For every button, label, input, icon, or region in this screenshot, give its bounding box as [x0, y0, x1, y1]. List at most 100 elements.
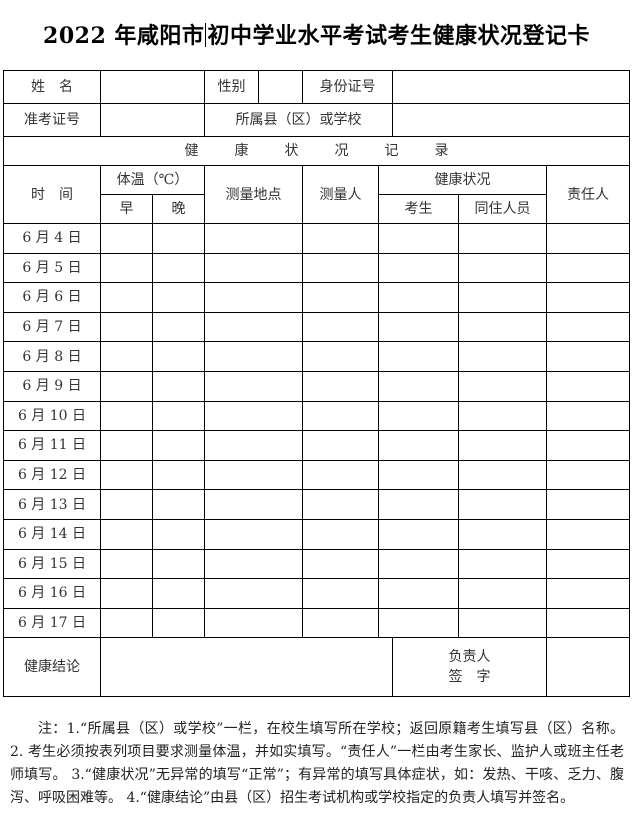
cohabitant-health-cell[interactable]	[458, 548, 547, 580]
name-field[interactable]	[100, 70, 205, 104]
cohabitant-health-cell[interactable]	[458, 578, 547, 609]
responsible-cell[interactable]	[545, 607, 631, 639]
student-health-cell[interactable]	[378, 518, 459, 550]
place-cell[interactable]	[204, 282, 303, 313]
student-health-cell[interactable]	[378, 578, 459, 609]
cohabitant-health-cell[interactable]	[458, 518, 547, 550]
place-cell[interactable]	[204, 459, 303, 491]
place-cell[interactable]	[204, 370, 303, 402]
responsible-cell[interactable]	[545, 489, 631, 520]
exam-no-field[interactable]	[100, 103, 205, 137]
measurer-cell[interactable]	[302, 518, 379, 550]
evening-temp-cell[interactable]	[152, 252, 205, 284]
gender-field[interactable]	[258, 70, 303, 104]
evening-temp-cell[interactable]	[152, 548, 205, 580]
measurer-cell[interactable]	[302, 282, 379, 313]
place-cell[interactable]	[204, 341, 303, 372]
evening-temp-cell[interactable]	[152, 400, 205, 432]
measurer-cell[interactable]	[302, 548, 379, 580]
student-health-cell[interactable]	[378, 430, 459, 461]
evening-temp-cell[interactable]	[152, 578, 205, 609]
cohabitant-health-cell[interactable]	[458, 282, 547, 313]
place-cell[interactable]	[204, 518, 303, 550]
responsible-cell[interactable]	[545, 459, 631, 491]
responsible-cell[interactable]	[545, 430, 631, 461]
evening-temp-cell[interactable]	[152, 223, 205, 254]
morning-temp-cell[interactable]	[100, 282, 153, 313]
morning-temp-cell[interactable]	[100, 548, 153, 580]
evening-temp-cell[interactable]	[152, 518, 205, 550]
morning-temp-cell[interactable]	[100, 252, 153, 284]
cohabitant-health-cell[interactable]	[458, 489, 547, 520]
morning-temp-cell[interactable]	[100, 223, 153, 254]
student-health-cell[interactable]	[378, 548, 459, 580]
place-cell[interactable]	[204, 548, 303, 580]
cohabitant-health-cell[interactable]	[458, 341, 547, 372]
cohabitant-health-cell[interactable]	[458, 430, 547, 461]
student-health-cell[interactable]	[378, 459, 459, 491]
evening-temp-cell[interactable]	[152, 430, 205, 461]
place-cell[interactable]	[204, 489, 303, 520]
cohabitant-health-cell[interactable]	[458, 607, 547, 639]
morning-temp-cell[interactable]	[100, 430, 153, 461]
conclusion-field[interactable]	[100, 637, 393, 698]
student-health-cell[interactable]	[378, 370, 459, 402]
morning-temp-cell[interactable]	[100, 370, 153, 402]
morning-temp-cell[interactable]	[100, 578, 153, 609]
responsible-cell[interactable]	[545, 282, 631, 313]
measurer-cell[interactable]	[302, 311, 379, 343]
morning-temp-cell[interactable]	[100, 341, 153, 372]
measurer-cell[interactable]	[302, 489, 379, 520]
student-health-cell[interactable]	[378, 311, 459, 343]
measurer-cell[interactable]	[302, 459, 379, 491]
morning-temp-cell[interactable]	[100, 518, 153, 550]
cohabitant-health-cell[interactable]	[458, 459, 547, 491]
morning-temp-cell[interactable]	[100, 459, 153, 491]
cohabitant-health-cell[interactable]	[458, 252, 547, 284]
signature-field[interactable]	[545, 637, 631, 698]
school-field[interactable]	[391, 103, 631, 137]
student-health-cell[interactable]	[378, 400, 459, 432]
id-field[interactable]	[391, 70, 631, 104]
cohabitant-health-cell[interactable]	[458, 400, 547, 432]
morning-temp-cell[interactable]	[100, 311, 153, 343]
morning-temp-cell[interactable]	[100, 400, 153, 432]
measurer-cell[interactable]	[302, 341, 379, 372]
place-cell[interactable]	[204, 607, 303, 639]
measurer-cell[interactable]	[302, 578, 379, 609]
student-health-cell[interactable]	[378, 341, 459, 372]
evening-temp-cell[interactable]	[152, 282, 205, 313]
evening-temp-cell[interactable]	[152, 311, 205, 343]
evening-temp-cell[interactable]	[152, 341, 205, 372]
student-health-cell[interactable]	[378, 607, 459, 639]
measurer-cell[interactable]	[302, 252, 379, 284]
evening-temp-cell[interactable]	[152, 489, 205, 520]
place-cell[interactable]	[204, 578, 303, 609]
responsible-cell[interactable]	[545, 548, 631, 580]
place-cell[interactable]	[204, 223, 303, 254]
student-health-cell[interactable]	[378, 282, 459, 313]
student-health-cell[interactable]	[378, 223, 459, 254]
measurer-cell[interactable]	[302, 607, 379, 639]
student-health-cell[interactable]	[378, 252, 459, 284]
place-cell[interactable]	[204, 430, 303, 461]
measurer-cell[interactable]	[302, 223, 379, 254]
measurer-cell[interactable]	[302, 430, 379, 461]
responsible-cell[interactable]	[545, 578, 631, 609]
place-cell[interactable]	[204, 311, 303, 343]
cohabitant-health-cell[interactable]	[458, 311, 547, 343]
cohabitant-health-cell[interactable]	[458, 370, 547, 402]
responsible-cell[interactable]	[545, 223, 631, 254]
responsible-cell[interactable]	[545, 518, 631, 550]
place-cell[interactable]	[204, 252, 303, 284]
measurer-cell[interactable]	[302, 370, 379, 402]
responsible-cell[interactable]	[545, 400, 631, 432]
place-cell[interactable]	[204, 400, 303, 432]
responsible-cell[interactable]	[545, 311, 631, 343]
responsible-cell[interactable]	[545, 252, 631, 284]
measurer-cell[interactable]	[302, 400, 379, 432]
evening-temp-cell[interactable]	[152, 370, 205, 402]
morning-temp-cell[interactable]	[100, 607, 153, 639]
student-health-cell[interactable]	[378, 489, 459, 520]
evening-temp-cell[interactable]	[152, 459, 205, 491]
